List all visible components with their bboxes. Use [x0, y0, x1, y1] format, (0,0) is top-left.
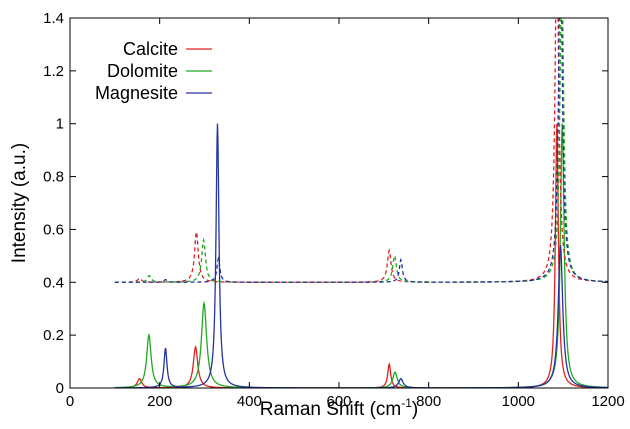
series-line-magnesite-dashed: [114, 18, 608, 283]
series-line-dolomite-solid: [114, 123, 608, 388]
y-tick-label: 0.8: [43, 169, 64, 186]
x-tick-label: 0: [66, 393, 74, 410]
series-line-magnesite-solid: [114, 123, 608, 388]
y-tick-label: 1: [56, 116, 64, 133]
series-line-dolomite-dashed: [114, 18, 608, 283]
legend-label: Magnesite: [95, 83, 178, 103]
series-line-calcite-solid: [114, 123, 608, 388]
y-tick-label: 1.4: [43, 10, 64, 27]
series-group: [114, 18, 608, 388]
y-tick-label: 0.6: [43, 221, 64, 238]
y-tick-label: 0: [56, 380, 64, 397]
series-layer: [114, 18, 608, 388]
y-tick-label: 0.4: [43, 274, 64, 291]
legend-label: Calcite: [123, 39, 178, 59]
x-tick-label: 800: [416, 393, 441, 410]
x-tick-label: 1200: [591, 393, 624, 410]
plot-frame: [69, 17, 609, 389]
y-axis-title: Intensity (a.u.): [9, 143, 30, 263]
y-tick-label: 0.2: [43, 327, 64, 344]
x-axis-title: Raman Shift (cm-1): [260, 396, 418, 420]
x-tick-label: 200: [147, 393, 172, 410]
y-tick-label: 1.2: [43, 63, 64, 80]
legend-label: Dolomite: [107, 61, 178, 81]
x-tick-label: 400: [237, 393, 262, 410]
x-tick-label: 1000: [502, 393, 535, 410]
ticks-layer: 0 200 400 600 800 1000 1200 0 0.2 0.4 0.6 0.8 1 1.2 1.…: [43, 10, 625, 410]
x-tick-label: 600: [326, 393, 351, 410]
series-line-calcite-dashed: [114, 18, 608, 283]
